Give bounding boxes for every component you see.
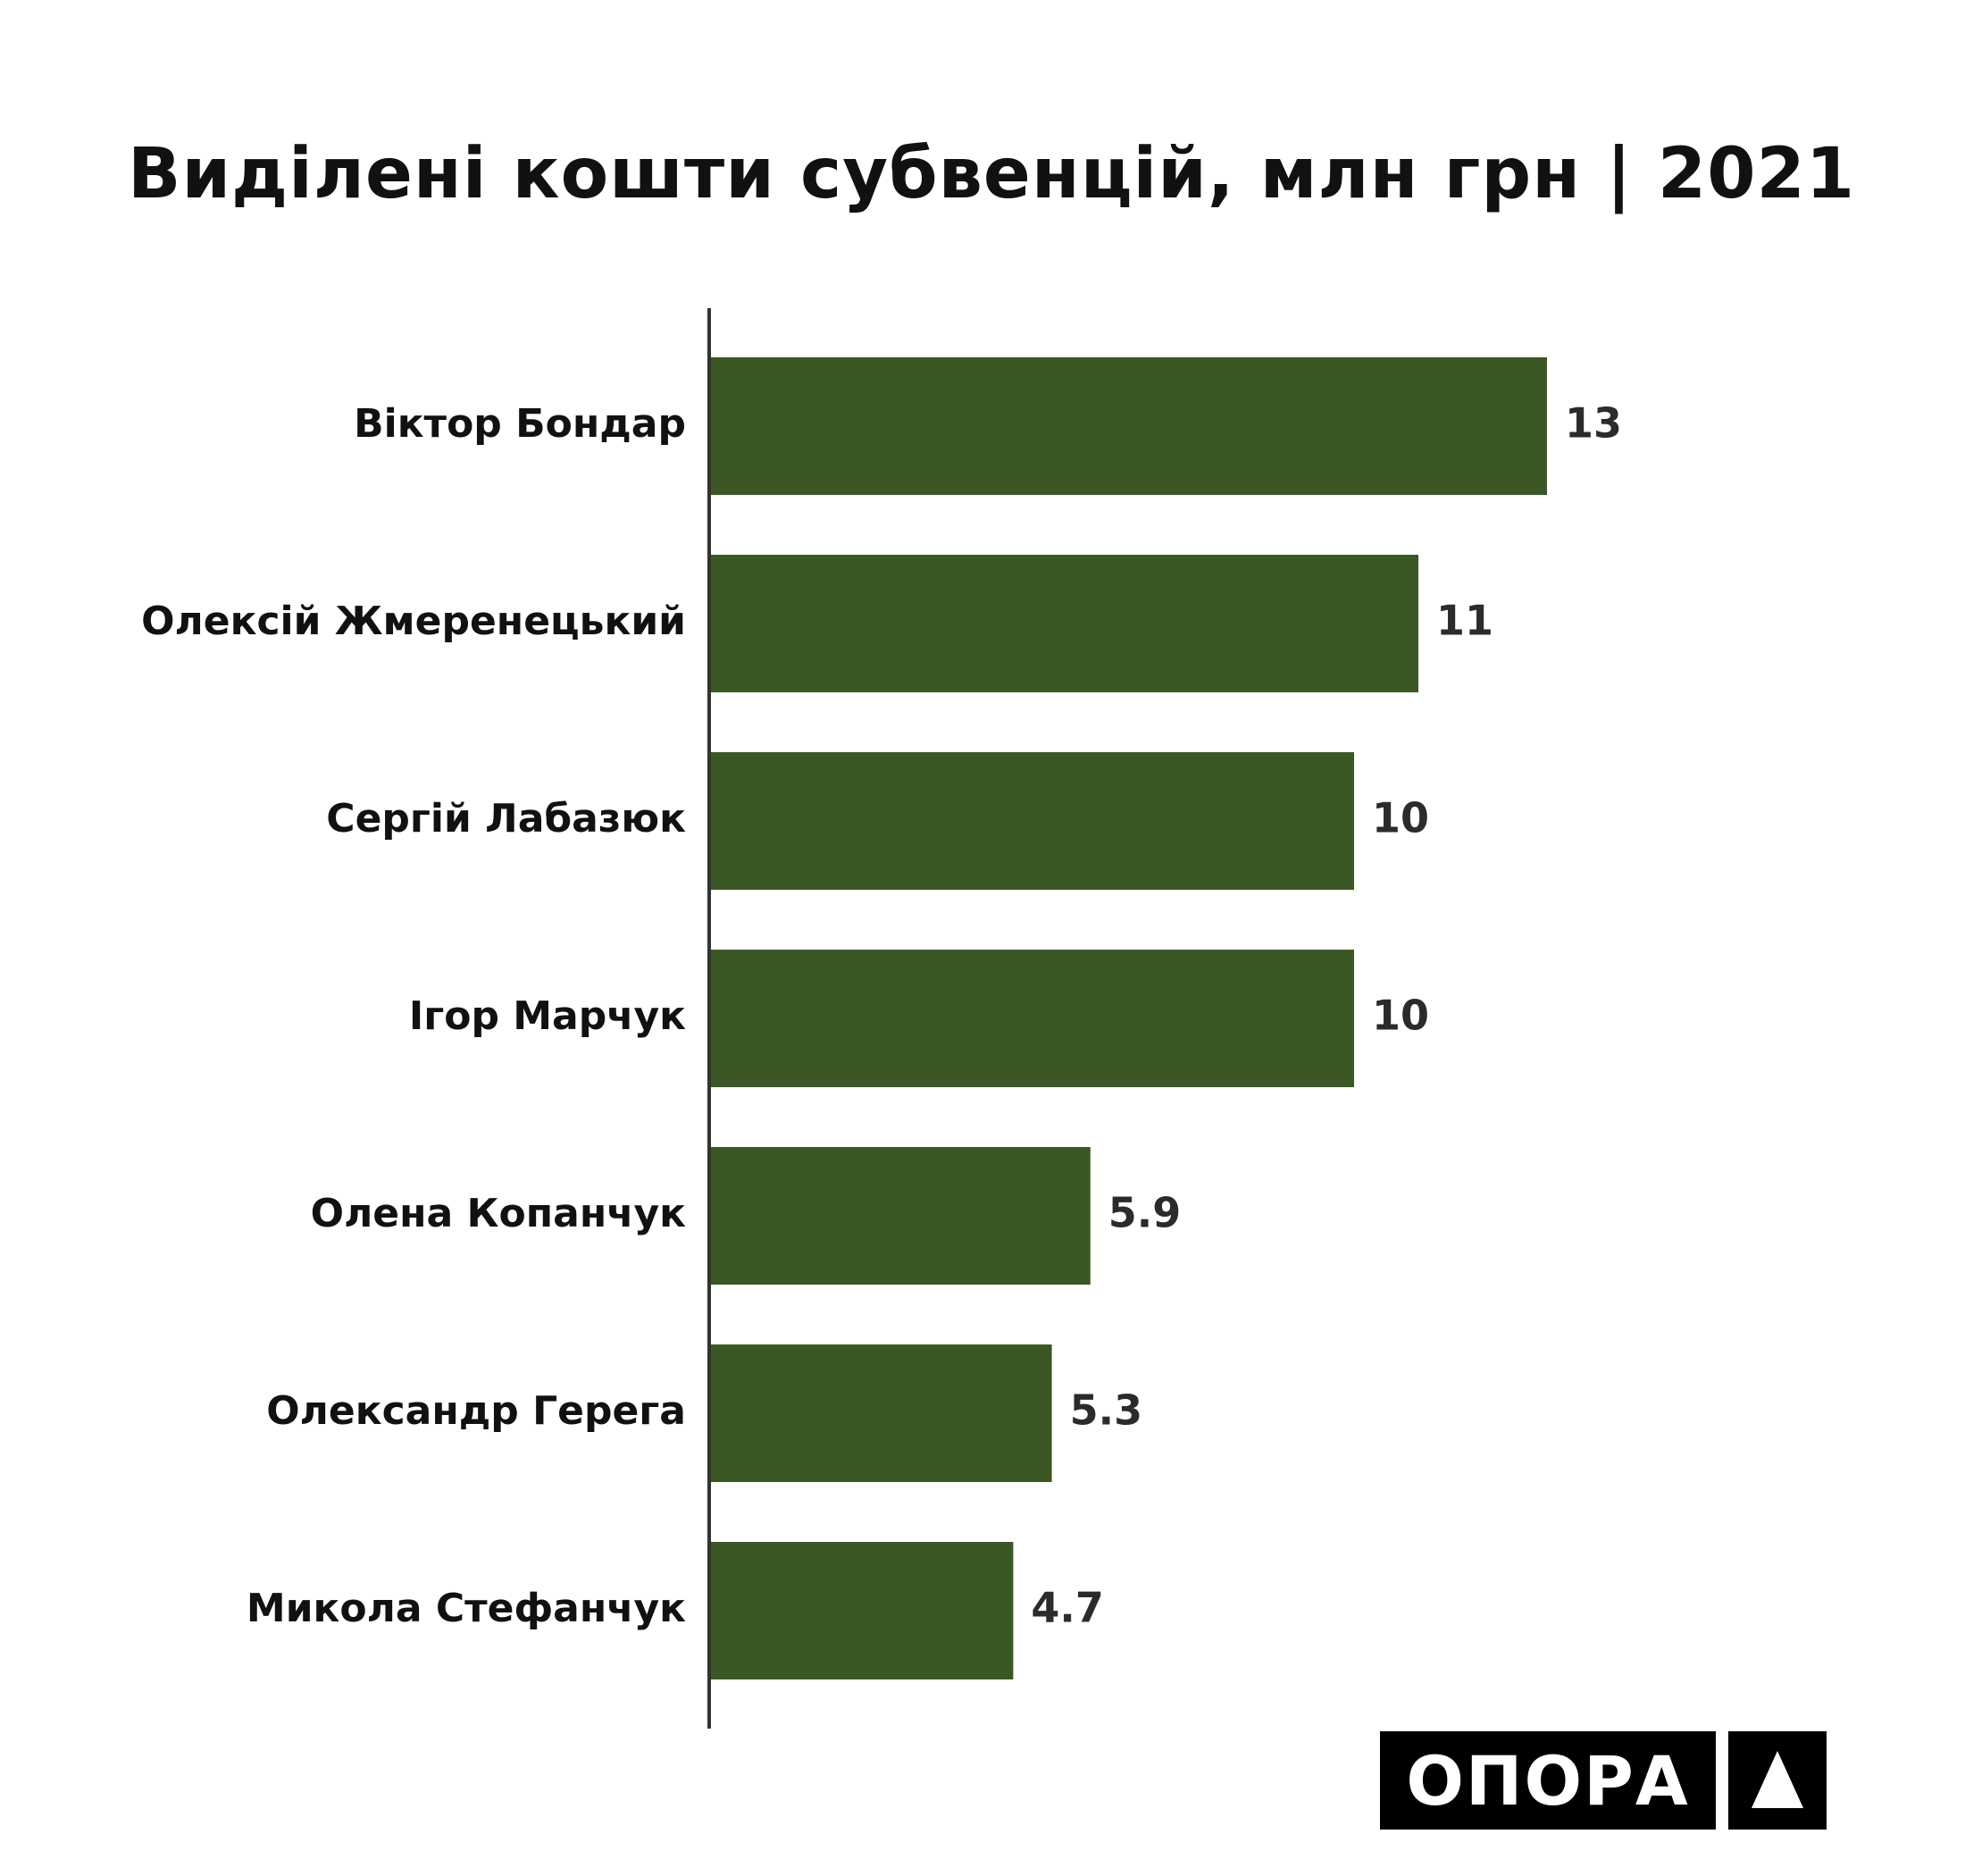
triangle-icon (1728, 1731, 1827, 1830)
value-label: 10 (1372, 794, 1429, 842)
bar (711, 555, 1418, 692)
value-label: 5.9 (1108, 1189, 1182, 1237)
category-label: Олександр Герега (266, 1388, 686, 1434)
bar (711, 1344, 1052, 1482)
bar (711, 950, 1354, 1087)
bar (711, 1147, 1091, 1285)
category-label: Віктор Бондар (354, 401, 686, 447)
chart-title: Виділені кошти субвенцій, млн грн | 2021 (128, 134, 1856, 214)
category-label: Ігор Марчук (409, 993, 686, 1039)
category-label: Олена Копанчук (311, 1191, 686, 1236)
bar (711, 357, 1547, 495)
category-label: Сергій Лабазюк (326, 796, 686, 842)
value-label: 13 (1565, 399, 1622, 448)
logo-text: ОПОРА (1380, 1731, 1716, 1830)
category-label: Микола Стефанчук (247, 1586, 686, 1631)
opora-logo: ОПОРА (1380, 1731, 1827, 1830)
value-label: 11 (1436, 597, 1493, 645)
bar (711, 1542, 1014, 1679)
value-label: 4.7 (1031, 1584, 1104, 1632)
value-label: 10 (1372, 992, 1429, 1040)
bar (711, 752, 1354, 890)
category-label: Олексій Жмеренецький (141, 599, 686, 644)
value-label: 5.3 (1070, 1386, 1143, 1435)
